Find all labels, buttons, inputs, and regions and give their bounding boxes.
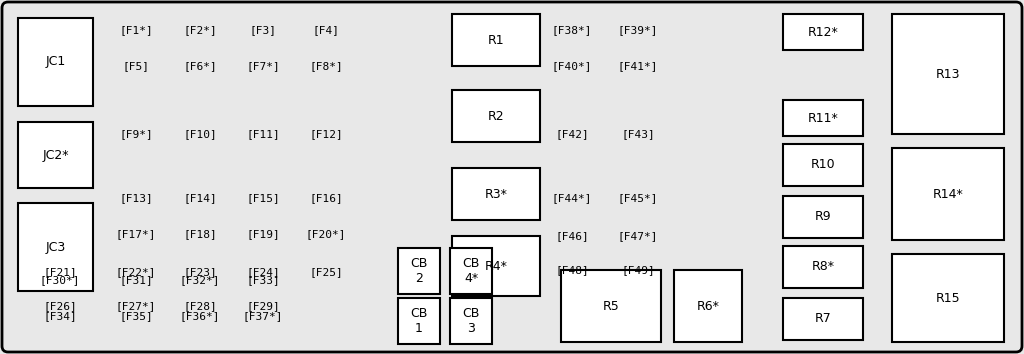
- Text: R5: R5: [603, 299, 620, 313]
- Text: [F14]: [F14]: [183, 193, 217, 203]
- Text: [F32*]: [F32*]: [180, 275, 220, 285]
- Text: R4*: R4*: [484, 259, 508, 273]
- Text: [F4]: [F4]: [312, 25, 340, 35]
- Text: [F20*]: [F20*]: [306, 229, 346, 239]
- Bar: [783, 298, 863, 340]
- Bar: [452, 168, 540, 220]
- Text: [F23]: [F23]: [183, 267, 217, 277]
- Text: [F28]: [F28]: [183, 301, 217, 311]
- Bar: [892, 254, 1004, 342]
- Text: [F3]: [F3]: [250, 25, 276, 35]
- Text: [F45*]: [F45*]: [617, 193, 658, 203]
- Bar: [18, 122, 93, 188]
- Text: [F25]: [F25]: [309, 267, 343, 277]
- Text: [F13]: [F13]: [119, 193, 153, 203]
- Text: R15: R15: [936, 291, 961, 304]
- Text: R9: R9: [815, 211, 831, 223]
- Bar: [452, 90, 540, 142]
- Bar: [892, 14, 1004, 134]
- Text: CB
4*: CB 4*: [462, 257, 479, 285]
- Bar: [783, 100, 863, 136]
- Text: [F39*]: [F39*]: [617, 25, 658, 35]
- Bar: [18, 18, 93, 106]
- Bar: [783, 144, 863, 186]
- Text: [F12]: [F12]: [309, 129, 343, 139]
- Text: JC1: JC1: [45, 56, 66, 69]
- Text: JC2*: JC2*: [42, 148, 69, 161]
- Text: [F44*]: [F44*]: [552, 193, 592, 203]
- Text: CB
3: CB 3: [462, 307, 479, 335]
- Text: [F6*]: [F6*]: [183, 61, 217, 71]
- Text: [F8*]: [F8*]: [309, 61, 343, 71]
- Text: [F27*]: [F27*]: [116, 301, 157, 311]
- Bar: [398, 298, 440, 344]
- Text: [F22*]: [F22*]: [116, 267, 157, 277]
- Text: R3*: R3*: [484, 188, 508, 200]
- Text: JC3: JC3: [45, 240, 66, 253]
- Text: [F36*]: [F36*]: [180, 311, 220, 321]
- Text: [F42]: [F42]: [555, 129, 589, 139]
- Text: [F30*]: [F30*]: [40, 275, 80, 285]
- Text: R10: R10: [811, 159, 836, 171]
- Text: [F21]: [F21]: [43, 267, 77, 277]
- Text: [F1*]: [F1*]: [119, 25, 153, 35]
- Text: [F16]: [F16]: [309, 193, 343, 203]
- Text: [F18]: [F18]: [183, 229, 217, 239]
- Bar: [674, 270, 742, 342]
- Text: CB
1: CB 1: [411, 307, 428, 335]
- Text: R12*: R12*: [808, 25, 839, 39]
- Text: [F34]: [F34]: [43, 311, 77, 321]
- Text: [F38*]: [F38*]: [552, 25, 592, 35]
- Text: R7: R7: [815, 313, 831, 325]
- Bar: [398, 248, 440, 294]
- Text: [F35]: [F35]: [119, 311, 153, 321]
- Text: [F37*]: [F37*]: [243, 311, 284, 321]
- Text: R2: R2: [487, 109, 504, 122]
- Text: [F49]: [F49]: [622, 265, 655, 275]
- Text: [F29]: [F29]: [246, 301, 280, 311]
- Text: [F47*]: [F47*]: [617, 231, 658, 241]
- Text: [F15]: [F15]: [246, 193, 280, 203]
- Bar: [561, 270, 662, 342]
- Text: R11*: R11*: [808, 112, 839, 125]
- Text: [F48]: [F48]: [555, 265, 589, 275]
- Bar: [783, 196, 863, 238]
- Bar: [783, 14, 863, 50]
- Bar: [450, 298, 492, 344]
- Text: [F7*]: [F7*]: [246, 61, 280, 71]
- Text: [F19]: [F19]: [246, 229, 280, 239]
- Text: [F33]: [F33]: [246, 275, 280, 285]
- Text: [F10]: [F10]: [183, 129, 217, 139]
- Text: [F31]: [F31]: [119, 275, 153, 285]
- Text: R13: R13: [936, 68, 961, 80]
- Bar: [452, 236, 540, 296]
- Bar: [450, 248, 492, 294]
- Text: R1: R1: [487, 34, 504, 46]
- Text: R6*: R6*: [696, 299, 720, 313]
- Text: [F43]: [F43]: [622, 129, 655, 139]
- Text: [F9*]: [F9*]: [119, 129, 153, 139]
- Text: R8*: R8*: [811, 261, 835, 274]
- Text: [F17*]: [F17*]: [116, 229, 157, 239]
- Text: [F5]: [F5]: [123, 61, 150, 71]
- Text: [F26]: [F26]: [43, 301, 77, 311]
- Bar: [452, 14, 540, 66]
- Bar: [18, 203, 93, 291]
- Text: CB
2: CB 2: [411, 257, 428, 285]
- Text: [F2*]: [F2*]: [183, 25, 217, 35]
- Text: [F24]: [F24]: [246, 267, 280, 277]
- Text: [F11]: [F11]: [246, 129, 280, 139]
- Text: [F41*]: [F41*]: [617, 61, 658, 71]
- Bar: [892, 148, 1004, 240]
- Bar: [783, 246, 863, 288]
- Text: [F46]: [F46]: [555, 231, 589, 241]
- Text: [F40*]: [F40*]: [552, 61, 592, 71]
- Text: R14*: R14*: [933, 188, 964, 200]
